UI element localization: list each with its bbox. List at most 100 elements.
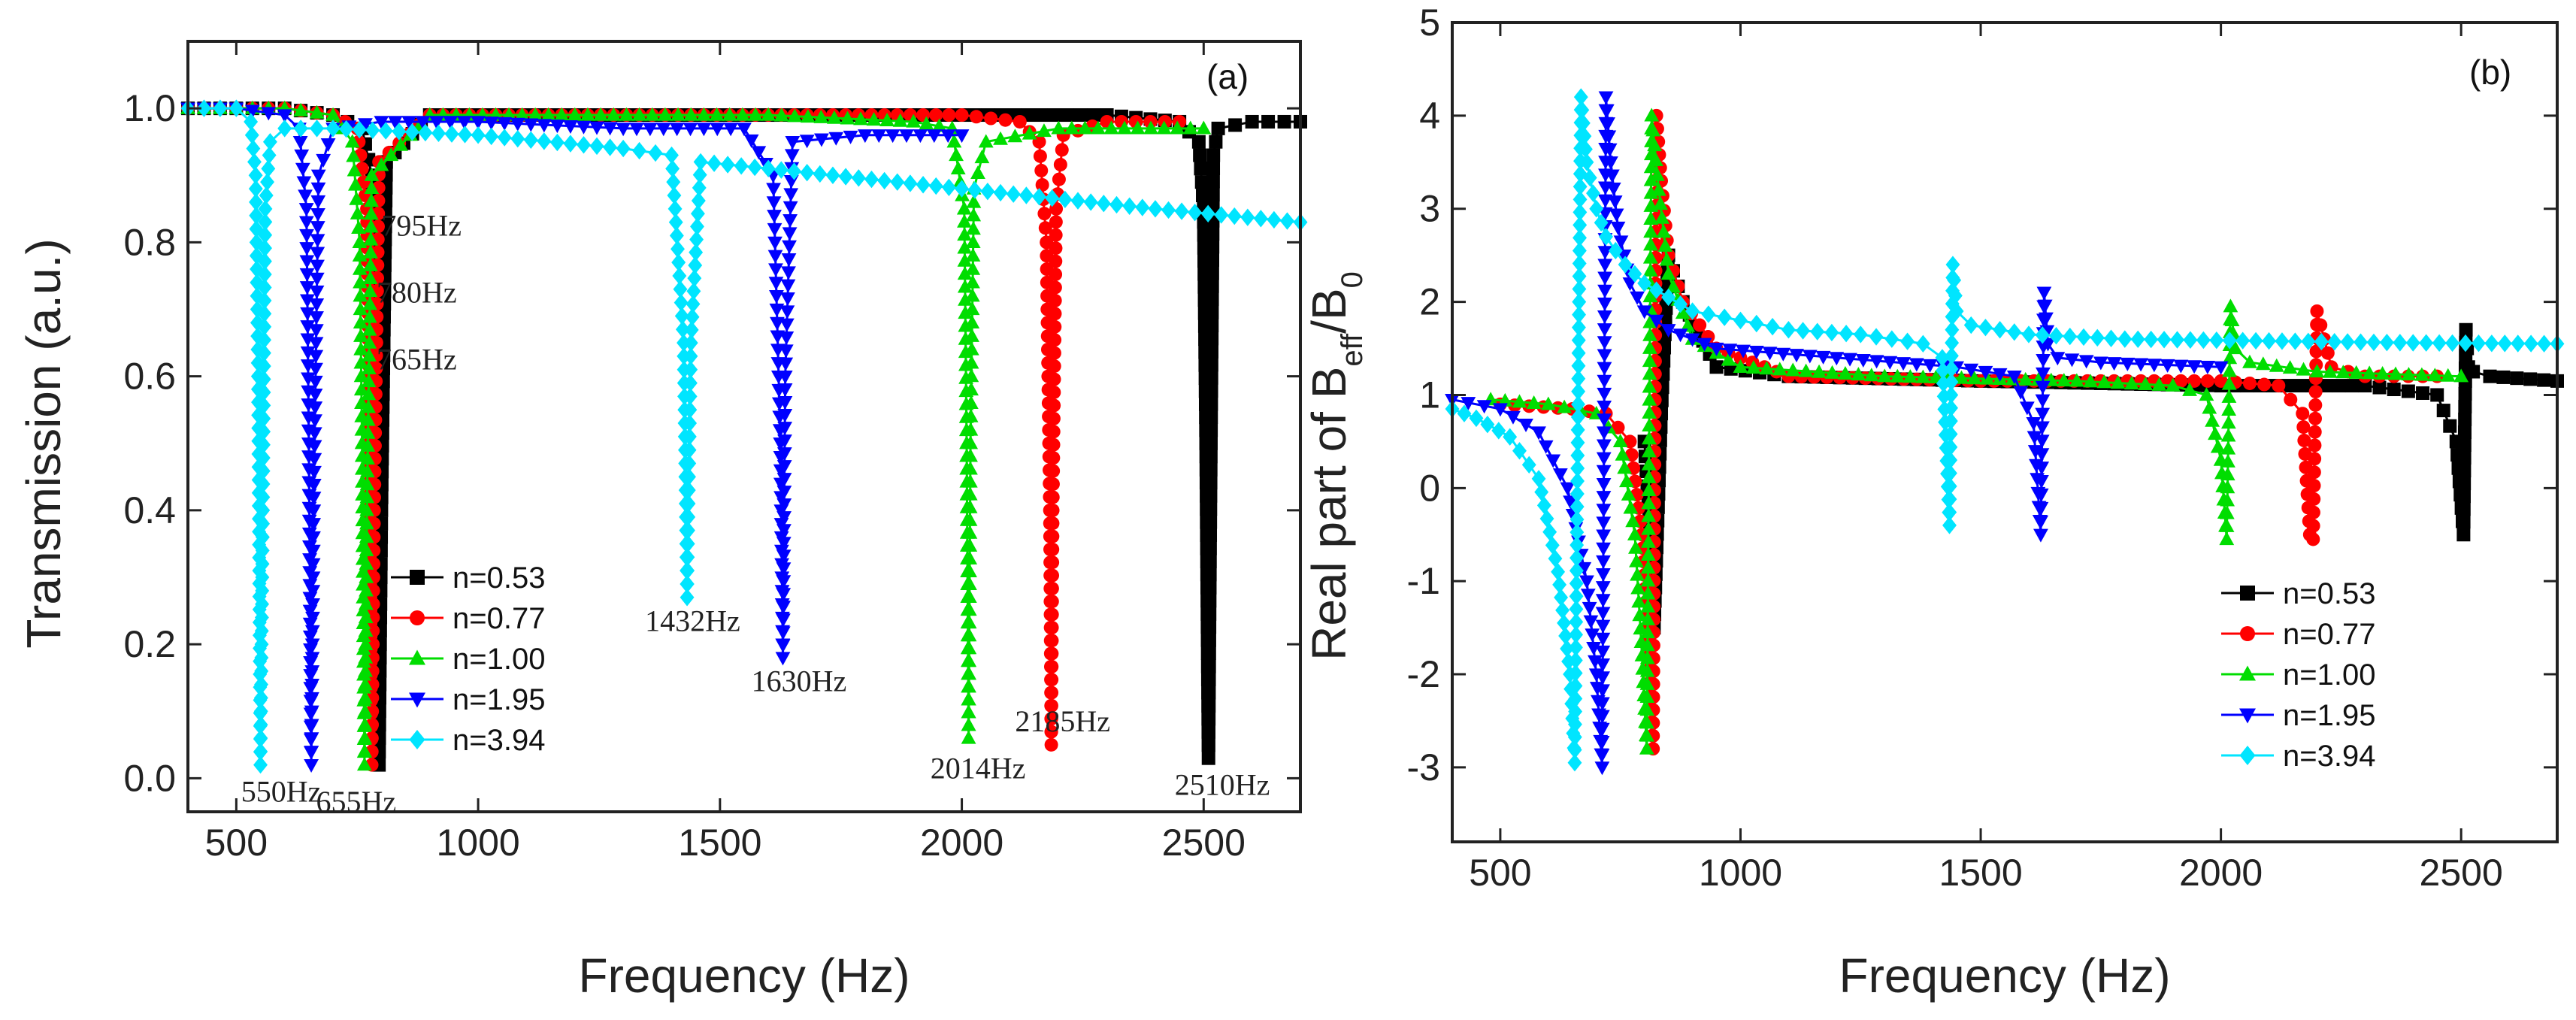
panel-a-series-4-fill-marker	[683, 361, 698, 379]
panel-a-series-4-fill-marker	[877, 171, 892, 190]
panel-a-series-3-fill-marker	[589, 121, 604, 135]
panel-a-series-2-fill-marker	[965, 235, 981, 249]
panel-b-series-2-fill-marker	[1721, 352, 1736, 366]
panel-b-series-4-point	[2117, 330, 2133, 348]
panel-b-series-2-fill-marker	[1746, 360, 1761, 374]
panel-b-series-2-point	[2453, 368, 2469, 383]
panel-a-series-2-fill-marker	[606, 107, 622, 121]
panel-a-series-2-fill-marker	[1143, 120, 1159, 135]
panel-a-series-1-fill-marker	[1046, 542, 1060, 556]
panel-a-series-4-fill-marker	[293, 120, 308, 138]
panel-b-series-4-fill-marker	[1586, 184, 1600, 202]
panel-b-series-4-fill-marker	[1900, 332, 1915, 350]
panel-a-series-4-fill-marker	[253, 702, 268, 721]
panel-b-series-4-fill-marker	[1552, 576, 1567, 594]
panel-a-series-4-fill-marker	[260, 173, 274, 191]
panel-b-series-3-point	[1610, 221, 1626, 235]
panel-a-series-2-fill-marker	[963, 448, 978, 462]
panel-a-series-3-fill-marker	[767, 222, 782, 237]
panel-a-series-4-fill-marker	[1019, 186, 1034, 204]
panel-b-series-2-fill-marker	[2335, 365, 2351, 379]
panel-b-series-3-fill-marker	[2034, 434, 2050, 449]
panel-a-series-3-fill-marker	[305, 558, 321, 572]
panel-b-series-4-fill-marker	[2248, 331, 2263, 350]
panel-a-series-4-fill-marker	[967, 181, 982, 199]
panel-b-series-4-fill-marker	[1570, 459, 1585, 477]
panel-a-series-3-fill-marker	[306, 531, 321, 545]
panel-b-series-0-fill-marker	[2416, 386, 2430, 400]
panel-a-series-0-fill-marker	[1201, 738, 1215, 752]
panel-a-series-4-fill-marker	[1122, 197, 1137, 215]
panel-b-series-4-fill-marker	[1555, 601, 1570, 619]
panel-b-series-0-fill-marker	[2293, 379, 2307, 393]
panel-a-series-3-fill-marker	[309, 298, 325, 313]
panel-b-series-2-fill-marker	[1642, 366, 1657, 380]
panel-a-series-4-fill-marker	[256, 396, 271, 415]
panel-b-series-4-fill-marker	[1945, 321, 1960, 339]
panel-b-series-2-fill-marker	[1979, 371, 1995, 385]
panel-b-series-4-fill-marker	[2196, 331, 2211, 350]
panel-b-series-4-fill-marker	[1582, 168, 1597, 187]
panel-a-series-2-fill-marker	[644, 107, 660, 121]
panel-a-series-1-fill-marker	[1052, 172, 1066, 186]
panel-b-series-4-fill-marker	[1943, 412, 1958, 430]
panel-b-series-2-fill-marker	[1902, 369, 1918, 383]
panel-b-series-4-fill-marker	[1570, 472, 1585, 490]
panel-b-series-4-fill-marker	[1573, 190, 1588, 209]
panel-b-series-3-fill-marker	[2034, 462, 2050, 476]
panel-b-series-3-fill-marker	[1815, 350, 1831, 365]
panel-a-series-4-fill-marker	[1200, 204, 1215, 223]
panel-a-series-3-fill-marker	[776, 562, 792, 577]
annotation-label: 550Hz	[241, 775, 322, 809]
panel-b-series-2-fill-marker	[1623, 500, 1639, 514]
panel-a-series-4-fill-marker	[682, 468, 696, 486]
panel-a-series-4-fill-marker	[339, 120, 354, 138]
panel-b-series-2-fill-marker	[1641, 534, 1656, 548]
panel-a-series-3-fill-marker	[779, 331, 795, 346]
panel-a-series-3-fill-marker	[299, 281, 315, 295]
panel-a-series-3-fill-marker	[775, 639, 791, 653]
panel-a-series-4-fill-marker	[497, 129, 512, 147]
panel-a-series-3-point	[616, 123, 631, 137]
panel-a-series-2-fill-marker	[748, 107, 763, 121]
panel-b-series-3-fill-marker	[1538, 440, 1554, 454]
panel-a-series-3-fill-marker	[309, 285, 325, 299]
panel-b-series-4-fill-marker	[2275, 332, 2290, 350]
panel-a-series-4-fill-marker	[707, 154, 722, 172]
panel-a-series-4-fill-marker	[686, 295, 701, 313]
panel-b-series-1-fill-marker	[2308, 385, 2323, 399]
panel-b-series-1-fill-marker	[2174, 374, 2188, 388]
panel-a-series-2-fill-marker	[364, 193, 379, 207]
panel-b-series-4-fill-marker	[1536, 496, 1551, 515]
panel-a-series-2-fill-marker	[352, 261, 368, 275]
panel-b-series-0-fill-marker	[2319, 379, 2333, 393]
panel-a-series-2-fill-marker	[965, 274, 980, 289]
panel-a-series-4-fill-marker	[253, 729, 268, 747]
panel-a-series-4-point	[761, 159, 776, 178]
panel-b-series-3-fill-marker	[2039, 312, 2054, 326]
panel-a-series-4-fill-marker	[244, 126, 259, 144]
panel-b-series-2-fill-marker	[1653, 196, 1668, 210]
panel-a-series-2-fill-marker	[353, 328, 368, 342]
panel-a-series-4-fill-marker	[683, 414, 698, 432]
panel-a-series-4-fill-marker	[680, 548, 695, 567]
panel-b-series-3-fill-marker	[2034, 475, 2049, 489]
panel-a-series-3-fill-marker	[775, 626, 791, 640]
panel-b-series-2-fill-marker	[2220, 467, 2235, 481]
panel-a-series-0-point	[1201, 751, 1215, 765]
panel-a-series-0-fill-marker	[1204, 344, 1218, 359]
panel-a-series-3-fill-marker	[776, 613, 791, 628]
panel-a-series-2-fill-marker	[866, 112, 882, 126]
panel-b-series-4-fill-marker	[1570, 485, 1585, 503]
panel-b-series-3-fill-marker	[1597, 310, 1612, 324]
panel-a-series-3-point	[304, 758, 319, 773]
panel-b-series-2-point	[1877, 368, 1893, 383]
panel-a-series-2-fill-marker	[961, 589, 977, 604]
panel-b-series-3-fill-marker	[1596, 452, 1612, 466]
panel-b-series-4-fill-marker	[1567, 728, 1582, 746]
panel-a-series-0-fill-marker	[1204, 358, 1218, 372]
panel-b-legend: n=0.53 n=0.77 n=1.00 n=1.95 n=3.94	[2221, 577, 2375, 773]
panel-a-series-4-fill-marker	[632, 141, 647, 160]
panel-a-series-2-fill-marker	[362, 347, 377, 362]
panel-a-series-4-fill-marker	[484, 127, 499, 146]
